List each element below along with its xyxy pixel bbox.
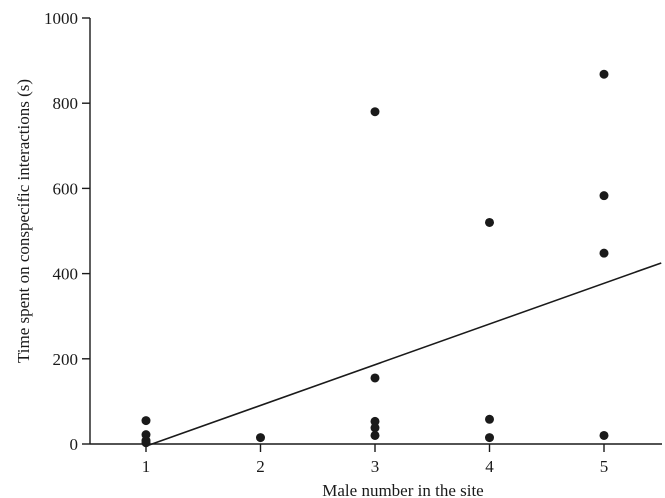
x-tick-label: 1 <box>142 457 151 476</box>
data-point <box>485 433 494 443</box>
y-ticks: 0 200 400 600 800 1000 <box>44 9 90 454</box>
data-point <box>370 416 380 426</box>
data-point <box>485 414 494 424</box>
y-tick-label: 1000 <box>44 9 78 28</box>
data-points <box>141 69 609 448</box>
y-tick-label: 400 <box>53 265 79 284</box>
y-tick-label: 0 <box>70 435 79 454</box>
x-tick-label: 4 <box>485 457 494 476</box>
axes <box>89 18 662 445</box>
data-point <box>256 433 265 443</box>
y-axis-label: Time spent on conspecific interactions (… <box>14 79 33 363</box>
y-tick-label: 800 <box>53 94 79 113</box>
trend-line <box>145 262 662 447</box>
data-point <box>370 107 380 117</box>
data-point <box>141 438 151 448</box>
data-point <box>599 69 609 79</box>
data-point <box>370 430 380 440</box>
data-point <box>485 217 494 227</box>
x-tick-label: 3 <box>371 457 380 476</box>
y-tick-label: 200 <box>53 350 79 369</box>
x-ticks: 1 2 3 4 5 <box>142 444 609 476</box>
data-point <box>141 416 151 426</box>
data-point <box>370 373 380 383</box>
data-point <box>599 430 609 440</box>
x-axis-label: Male number in the site <box>322 481 483 498</box>
data-point <box>599 191 609 201</box>
x-tick-label: 2 <box>256 457 265 476</box>
x-tick-label: 5 <box>600 457 609 476</box>
y-tick-label: 600 <box>53 179 79 198</box>
data-point <box>599 248 609 258</box>
data-point <box>370 423 380 433</box>
